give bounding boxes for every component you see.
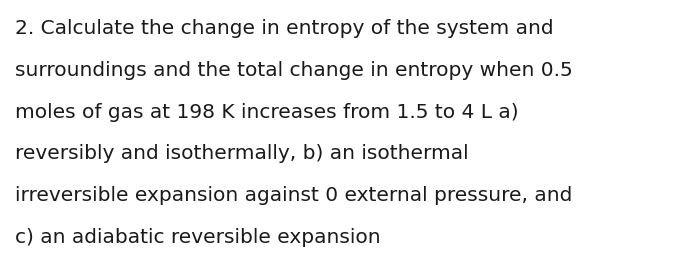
Text: surroundings and the total change in entropy when 0.5: surroundings and the total change in ent… bbox=[15, 61, 573, 80]
Text: c) an adiabatic reversible expansion: c) an adiabatic reversible expansion bbox=[15, 228, 381, 247]
Text: reversibly and isothermally, b) an isothermal: reversibly and isothermally, b) an isoth… bbox=[15, 144, 469, 163]
Text: moles of gas at 198 K increases from 1.5 to 4 L a): moles of gas at 198 K increases from 1.5… bbox=[15, 103, 519, 122]
Text: irreversible expansion against 0 external pressure, and: irreversible expansion against 0 externa… bbox=[15, 186, 573, 205]
Text: 2. Calculate the change in entropy of the system and: 2. Calculate the change in entropy of th… bbox=[15, 19, 554, 38]
